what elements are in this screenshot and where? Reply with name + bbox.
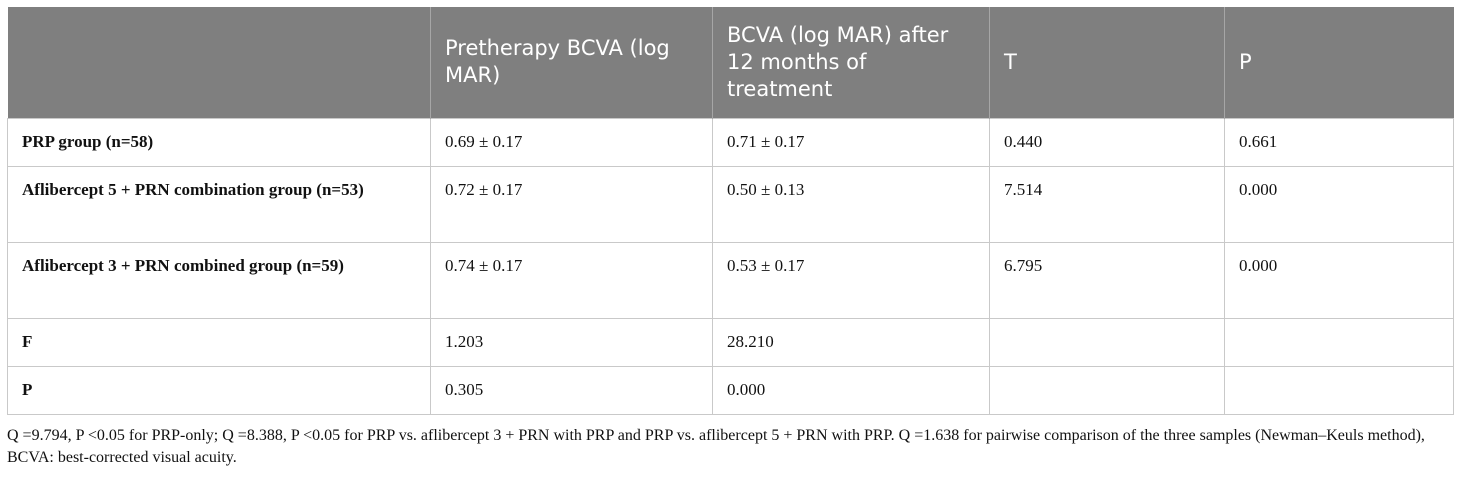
table-cell: 0.440 xyxy=(989,117,1225,167)
table-cell: 0.53 ± 0.17 xyxy=(712,241,990,319)
table-cell xyxy=(1224,317,1454,367)
table-cell xyxy=(1224,365,1454,415)
table-cell: 7.514 xyxy=(989,165,1225,243)
table-cell: 0.72 ± 0.17 xyxy=(430,165,713,243)
row-label: F xyxy=(7,317,431,367)
header-cell-p: P xyxy=(1224,7,1454,118)
table-cell: 0.000 xyxy=(1224,241,1454,319)
table-cell xyxy=(989,365,1225,415)
table-row: F 1.203 28.210 xyxy=(7,317,1454,367)
table-row: Aflibercept 3 + PRN combined group (n=59… xyxy=(7,241,1454,319)
table-cell: 0.305 xyxy=(430,365,713,415)
table-cell: 0.74 ± 0.17 xyxy=(430,241,713,319)
header-cell-pretherapy-bcva: Pretherapy BCVA (log MAR) xyxy=(430,7,713,118)
table-cell xyxy=(989,317,1225,367)
row-label: P xyxy=(7,365,431,415)
table-cell: 0.661 xyxy=(1224,117,1454,167)
table-cell: 1.203 xyxy=(430,317,713,367)
row-label: Aflibercept 5 + PRN combination group (n… xyxy=(7,165,431,243)
table-cell: 0.50 ± 0.13 xyxy=(712,165,990,243)
row-label: PRP group (n=58) xyxy=(7,117,431,167)
results-table-container: Pretherapy BCVA (log MAR) BCVA (log MAR)… xyxy=(7,7,1454,415)
row-label: Aflibercept 3 + PRN combined group (n=59… xyxy=(7,241,431,319)
table-row: PRP group (n=58) 0.69 ± 0.17 0.71 ± 0.17… xyxy=(7,117,1454,167)
table-cell: 6.795 xyxy=(989,241,1225,319)
table-cell: 28.210 xyxy=(712,317,990,367)
header-cell-group xyxy=(8,7,431,118)
table-header-row: Pretherapy BCVA (log MAR) BCVA (log MAR)… xyxy=(7,7,1454,118)
table-cell: 0.71 ± 0.17 xyxy=(712,117,990,167)
table-cell: 0.69 ± 0.17 xyxy=(430,117,713,167)
table-cell: 0.000 xyxy=(712,365,990,415)
table-row: P 0.305 0.000 xyxy=(7,365,1454,415)
bcva-comparison-table: Pretherapy BCVA (log MAR) BCVA (log MAR)… xyxy=(7,7,1454,415)
header-cell-t: T xyxy=(989,7,1225,118)
table-row: Aflibercept 5 + PRN combination group (n… xyxy=(7,165,1454,243)
table-footnote: Q =9.794, P <0.05 for PRP-only; Q =8.388… xyxy=(7,427,1425,466)
table-cell: 0.000 xyxy=(1224,165,1454,243)
header-cell-bcva-12-months: BCVA (log MAR) after 12 months of treatm… xyxy=(712,7,990,118)
